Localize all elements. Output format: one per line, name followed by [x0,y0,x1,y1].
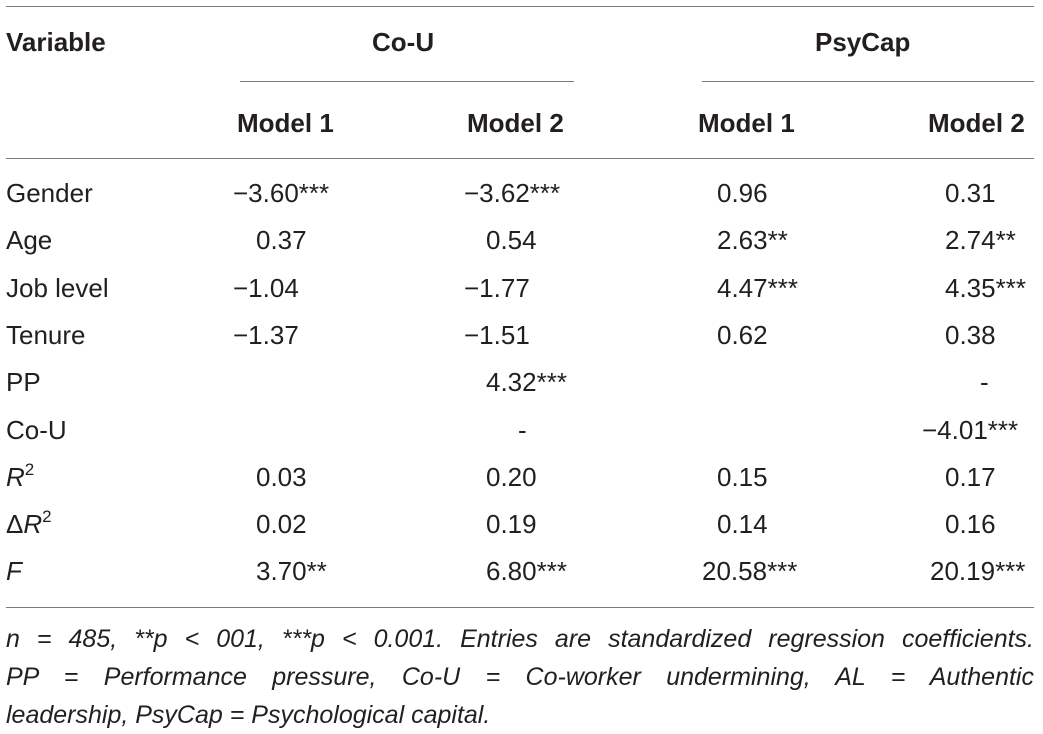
r-letter: R [6,462,25,492]
table-cell: 0.16 [945,509,996,539]
table-footnote: n = 485, **p < 001, ***p < 0.001. Entrie… [6,620,1034,734]
footnote-line-2: PP = Performance pressure, Co-U = Co-wor… [6,663,1034,691]
table-cell: 4.47*** [717,273,798,303]
table-bottom-rule [6,607,1034,608]
table-cell: 0.38 [945,320,996,350]
table-cell: 0.31 [945,178,996,208]
table-cell: 20.19*** [930,556,1026,586]
row-label-age: Age [6,225,53,255]
table-cell: 0.37 [256,225,307,255]
superscript-2: 2 [42,507,52,526]
table-cell: −3.62*** [464,178,561,208]
co-u-group-rule [240,81,574,82]
row-label-tenure: Tenure [6,320,86,350]
table-cell: 0.14 [717,509,768,539]
psycap-group-rule [702,81,1034,82]
delta-symbol: Δ [6,509,24,539]
row-label-r-squared: R2 [6,461,34,493]
table-cell: 0.17 [945,462,996,492]
table-cell: 20.58*** [702,556,798,586]
table-cell: 0.96 [717,178,768,208]
superscript-2: 2 [24,460,35,479]
header-model-1-co-u: Model 1 [237,108,334,138]
table-cell: 0.19 [486,509,537,539]
table-cell: 0.15 [717,462,768,492]
table-cell: 6.80*** [486,556,567,586]
table-cell: 0.20 [486,462,537,492]
table-cell: 4.35*** [945,273,1026,303]
row-label-f: F [6,556,22,586]
table-cell: 3.70** [256,556,327,586]
row-label-co-u: Co-U [6,415,67,445]
table-cell: −1.04 [233,273,299,303]
table-cell: −4.01*** [922,415,1019,445]
table-cell: 0.02 [256,509,307,539]
table-cell: −1.77 [464,273,530,303]
header-group-co-u: Co-U [372,27,435,57]
table-cell: 4.32*** [486,367,567,397]
row-label-pp: PP [6,367,41,397]
table-cell: - [980,367,989,397]
table-cell: 0.62 [717,320,768,350]
table-cell: 0.03 [256,462,307,492]
header-model-2-co-u: Model 2 [467,108,564,138]
row-label-delta-r-squared: ΔR2 [6,508,52,540]
table-cell: −1.37 [233,320,299,350]
table-cell: −3.60*** [233,178,330,208]
table-cell: 2.63** [717,225,788,255]
row-label-gender: Gender [6,178,93,208]
footnote-line-1: n = 485, **p < 001, ***p < 0.001. Entrie… [6,625,1034,653]
table-cell: - [518,415,527,445]
table-cell: −1.51 [464,320,530,350]
table-cell: 0.54 [486,225,537,255]
header-model-1-psycap: Model 1 [698,108,795,138]
table-cell: 2.74** [945,225,1016,255]
top-rule [6,6,1034,7]
row-label-job-level: Job level [6,273,109,303]
header-group-psycap: PsyCap [815,27,911,57]
header-model-2-psycap: Model 2 [928,108,1025,138]
header-bottom-rule [6,158,1034,159]
r-letter: R [23,509,43,539]
footnote-line-3: leadership, PsyCap = Psychological capit… [6,701,491,729]
header-variable: Variable [6,27,106,57]
